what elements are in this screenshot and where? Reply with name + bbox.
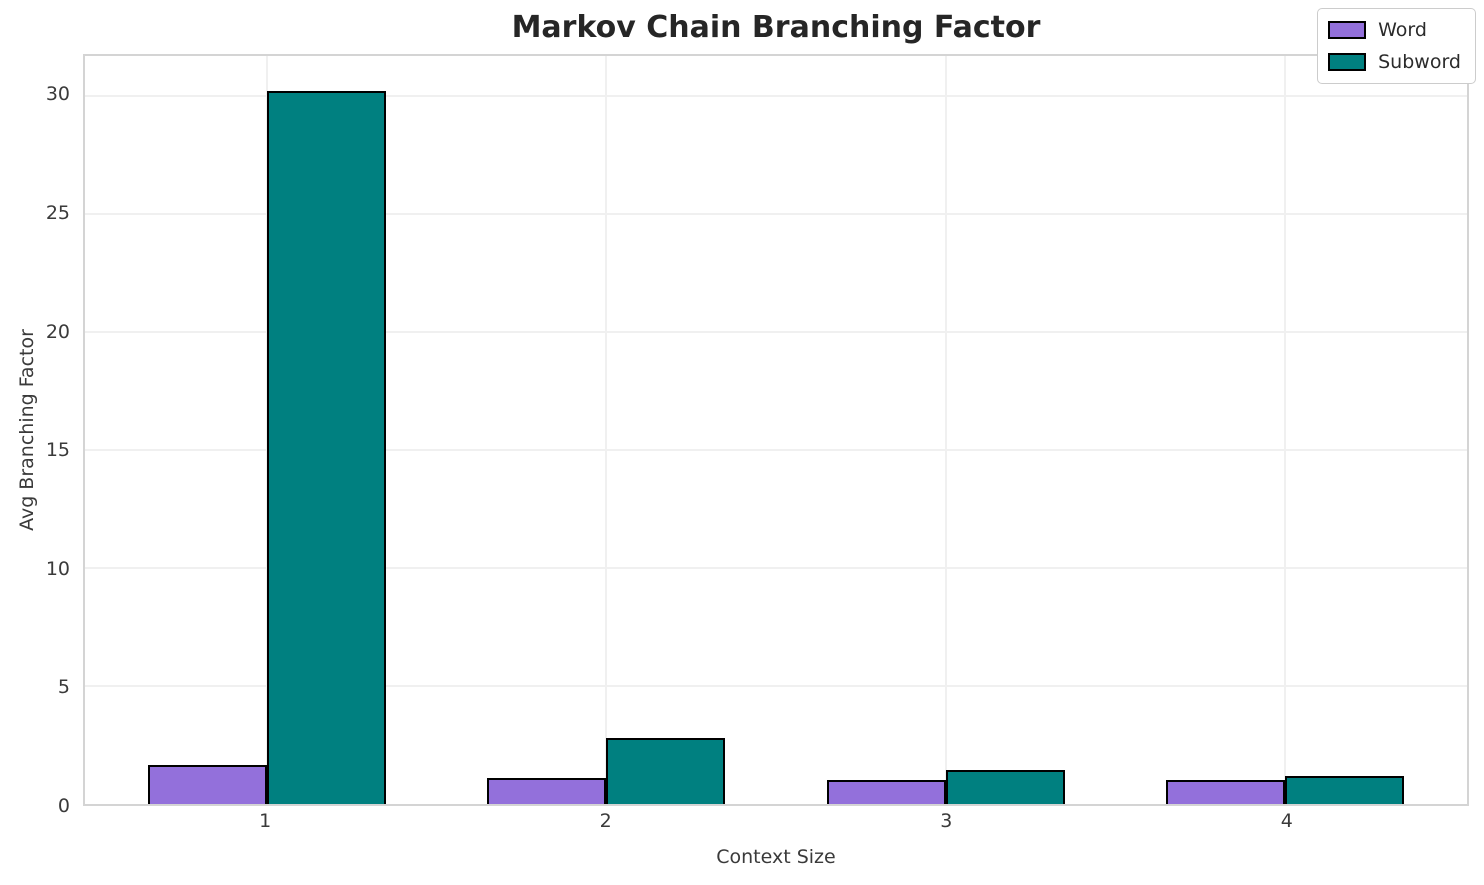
legend-entry-word: Word [1328, 19, 1461, 41]
legend-label-subword: Subword [1378, 51, 1461, 73]
y-axis-label: Avg Branching Factor [16, 329, 38, 531]
bar-word-context-1 [147, 765, 267, 804]
gridline-horizontal [85, 95, 1467, 98]
bar-subword-context-2 [606, 737, 726, 804]
gridline-horizontal [85, 449, 1467, 452]
y-tick-label: 5 [57, 676, 70, 699]
gridline-vertical [605, 56, 608, 804]
word-swatch-icon [1328, 21, 1367, 39]
y-axis-ticks: 0 5 10 15 20 25 30 [0, 54, 70, 817]
x-tick-label: 3 [940, 810, 953, 832]
bar-subword-context-4 [1285, 775, 1405, 804]
x-tick-label: 4 [1280, 810, 1293, 832]
legend: Word Subword [1317, 8, 1476, 84]
subword-swatch-icon [1328, 53, 1367, 71]
x-tick-label: 2 [599, 810, 612, 832]
bar-word-context-4 [1166, 780, 1286, 804]
y-tick-label: 10 [45, 557, 70, 580]
bar-word-context-2 [487, 778, 607, 804]
y-tick-label: 15 [45, 439, 70, 462]
x-axis-ticks: 1 2 3 4 [83, 810, 1469, 840]
bar-subword-context-1 [266, 91, 386, 804]
bar-word-context-3 [826, 780, 946, 804]
legend-label-word: Word [1378, 19, 1427, 41]
gridline-vertical [944, 56, 947, 804]
y-tick-label: 20 [45, 320, 70, 343]
gridline-vertical [1284, 56, 1287, 804]
bar-subword-context-3 [945, 769, 1065, 804]
gridline-horizontal [85, 331, 1467, 334]
gridline-horizontal [85, 213, 1467, 216]
y-tick-label: 25 [45, 201, 70, 224]
legend-entry-subword: Subword [1328, 51, 1461, 73]
y-tick-label: 0 [57, 795, 70, 817]
gridline-horizontal [85, 685, 1467, 688]
chart-title: Markov Chain Branching Factor [511, 10, 1041, 45]
x-axis-label: Context Size [716, 846, 836, 868]
x-tick-label: 1 [259, 810, 272, 832]
y-tick-label: 30 [45, 83, 70, 106]
plot-area [83, 54, 1469, 806]
gridline-horizontal [85, 567, 1467, 570]
